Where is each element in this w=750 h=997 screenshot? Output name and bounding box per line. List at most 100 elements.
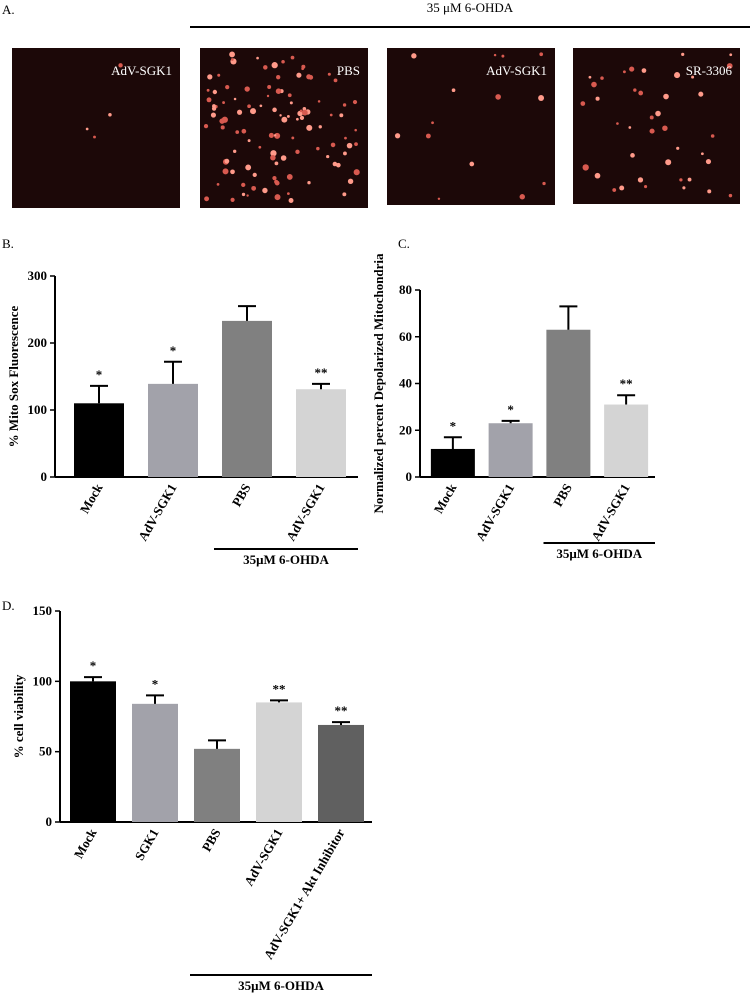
cell-dot xyxy=(641,68,647,73)
cell-dot xyxy=(286,114,290,118)
x-tick-label: AdV-SGK1 xyxy=(283,481,328,543)
cell-dot xyxy=(425,133,431,139)
cell-dot xyxy=(262,187,268,194)
x-tick-label: AdV-SGK1 xyxy=(473,481,518,543)
cell-dot xyxy=(108,113,112,117)
micrograph xyxy=(573,48,740,204)
cell-dot xyxy=(273,134,277,137)
micrograph xyxy=(387,48,555,205)
panel-label: C. xyxy=(398,236,410,251)
cell-dot xyxy=(595,96,600,101)
cell-dot xyxy=(431,121,434,125)
error-bar xyxy=(501,419,520,424)
cell-dot xyxy=(233,97,237,101)
group-label: 35μM 6-OHDA xyxy=(243,552,329,567)
cell-dot xyxy=(344,136,347,140)
cell-dot xyxy=(519,194,525,200)
cell-dot xyxy=(619,185,625,191)
group-label: 35μM 6-OHDA xyxy=(238,978,324,993)
bar xyxy=(256,702,302,822)
cell-dot xyxy=(235,130,240,134)
micrograph xyxy=(200,48,368,208)
cell-dot xyxy=(710,134,715,138)
cell-dot xyxy=(252,172,257,178)
error-bar xyxy=(559,305,578,330)
cell-dot xyxy=(212,104,216,108)
cell-dot xyxy=(630,153,635,158)
cell-dot xyxy=(251,185,257,191)
micrograph xyxy=(12,48,180,208)
cell-dot xyxy=(244,86,250,92)
cell-dot xyxy=(681,52,685,57)
x-tick-label: AdV-SGK1 xyxy=(135,481,180,543)
cell-dot xyxy=(247,104,251,109)
bar xyxy=(546,329,591,477)
cell-dot xyxy=(674,72,681,79)
cell-dot xyxy=(207,74,213,80)
cell-dot xyxy=(276,75,281,80)
cell-dot xyxy=(247,139,251,143)
cell-dot xyxy=(266,94,270,98)
cell-dot xyxy=(288,198,294,203)
error-bar xyxy=(238,305,256,321)
cell-dot xyxy=(301,67,305,71)
cell-dot xyxy=(279,114,282,117)
error-bar xyxy=(443,436,462,449)
cell-dot xyxy=(271,62,278,69)
cell-dot xyxy=(246,194,249,197)
cell-dot xyxy=(270,150,277,157)
cell-dot xyxy=(346,142,353,149)
cell-dot xyxy=(230,58,234,61)
y-tick-label: 80 xyxy=(399,282,412,297)
cell-dot xyxy=(676,146,680,150)
cell-dot xyxy=(655,110,661,117)
cell-dot xyxy=(212,89,218,95)
x-tick-label: Mock xyxy=(71,825,100,861)
cell-dot xyxy=(638,90,644,96)
bar xyxy=(604,404,649,477)
cell-dot xyxy=(644,185,648,189)
significance: ** xyxy=(315,365,328,380)
cell-dot xyxy=(245,164,252,171)
bar xyxy=(430,448,475,477)
y-tick-label: 0 xyxy=(406,469,413,484)
y-tick-label: 300 xyxy=(28,268,48,283)
cell-dot xyxy=(270,154,276,161)
cell-dot xyxy=(342,103,347,107)
cell-dot xyxy=(241,182,246,187)
error-bar xyxy=(208,739,226,749)
header: 35 μM 6-OHDA xyxy=(427,0,514,15)
significance: * xyxy=(450,418,457,433)
x-tick-label: PBS xyxy=(229,481,254,509)
cell-dot xyxy=(580,101,586,106)
x-tick-label: PBS xyxy=(199,826,224,854)
bar xyxy=(74,403,124,477)
error-bar xyxy=(270,699,288,703)
y-tick-label: 0 xyxy=(46,814,53,829)
cell-dot xyxy=(210,112,216,118)
cell-dot xyxy=(539,52,544,57)
cell-dot xyxy=(353,169,360,176)
cell-dot xyxy=(301,109,308,116)
cell-dot xyxy=(336,162,341,168)
cell-dot xyxy=(333,78,338,83)
cell-dot xyxy=(354,142,358,147)
cell-dot xyxy=(493,53,497,57)
cell-dot xyxy=(495,94,501,100)
cell-dot xyxy=(258,145,262,149)
cell-dot xyxy=(85,127,89,131)
cell-dot xyxy=(629,66,635,72)
cell-dot xyxy=(236,109,243,115)
cell-dot xyxy=(206,97,212,103)
y-tick-label: 100 xyxy=(33,673,53,688)
cell-dot xyxy=(295,149,300,154)
cell-dot xyxy=(259,104,263,108)
cell-dot xyxy=(222,168,229,175)
cell-dot xyxy=(93,135,96,139)
x-tick-label: PBS xyxy=(550,481,575,509)
cell-dot xyxy=(272,175,277,181)
bar xyxy=(132,703,178,822)
cell-dot xyxy=(600,76,604,80)
cell-dot xyxy=(330,142,336,148)
bar xyxy=(488,423,533,477)
